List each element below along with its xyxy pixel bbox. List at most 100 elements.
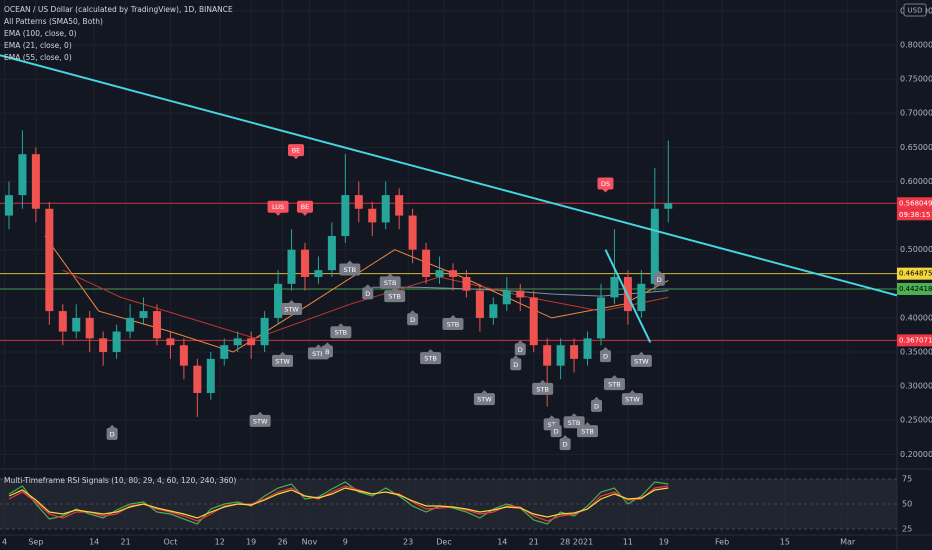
pattern-tag — [591, 399, 603, 412]
x-tick-label: 2021 — [573, 538, 593, 547]
pattern-tag — [420, 352, 442, 365]
pattern-label: BE — [292, 147, 301, 155]
candle-body — [650, 208, 659, 284]
pattern-tag — [577, 425, 599, 438]
pattern-label: STW — [625, 396, 640, 404]
candle-body — [543, 345, 552, 366]
pattern-tag — [599, 350, 611, 363]
pattern-tag-tip — [293, 156, 300, 160]
pattern-tag-tip — [337, 323, 344, 327]
rsi-tick-label: 75 — [902, 475, 912, 484]
pattern-label: STB — [447, 321, 460, 329]
candle-body — [99, 338, 108, 353]
pattern-label: BE — [301, 203, 310, 211]
pattern-tag-tip — [301, 212, 308, 216]
pattern-tag — [281, 303, 303, 316]
pattern-tag-tip — [593, 396, 600, 400]
pattern-tag — [653, 273, 665, 286]
candle-body — [341, 195, 350, 237]
pattern-tag — [249, 414, 271, 427]
x-tick-label: 19 — [659, 538, 669, 547]
y-tick-label: 0.80000000 — [900, 41, 932, 50]
pattern-label: LUS — [272, 203, 284, 211]
ema-line — [44, 235, 669, 353]
rsi-title: Multi-Timeframe RSI Signals (10, 80, 29,… — [4, 476, 236, 485]
pattern-tag-tip — [427, 349, 434, 353]
candle-body — [260, 317, 269, 346]
rsi-line — [8, 487, 669, 519]
pattern-tag — [473, 393, 495, 406]
x-tick-label: Feb — [715, 538, 729, 547]
pattern-tag — [339, 263, 361, 276]
y-tick-label: 0.75000000 — [900, 75, 932, 84]
pattern-label: STB — [581, 428, 594, 436]
candle-body — [206, 358, 215, 393]
candle-body — [126, 317, 135, 332]
pattern-label: ST — [548, 421, 556, 429]
candle-body — [31, 154, 40, 209]
pattern-tag-tip — [275, 212, 282, 216]
price-label-bg — [897, 334, 932, 347]
pattern-tag-tip — [548, 415, 555, 419]
countdown: 09:38:15 — [899, 211, 930, 219]
candle-body — [300, 249, 309, 277]
candle-body — [422, 249, 431, 277]
pattern-tag-tip — [517, 340, 524, 344]
pattern-tag — [630, 354, 652, 367]
candle-body — [4, 195, 13, 216]
candle-body — [610, 276, 619, 298]
x-tick-label: 28 — [560, 538, 570, 547]
pattern-label: D — [594, 402, 599, 410]
candle-body — [193, 365, 202, 393]
pattern-tag — [621, 393, 643, 406]
legend-entry: EMA (100, close, 0) — [4, 29, 77, 38]
candle-body — [152, 311, 161, 339]
y-tick-label: 0.65000000 — [900, 143, 932, 152]
pattern-label: STB — [344, 266, 357, 274]
pattern-tag-tip — [512, 355, 519, 359]
pattern-tag-tip — [562, 435, 569, 439]
x-tick-label: 11 — [623, 538, 633, 547]
pattern-tag-tip — [571, 413, 578, 417]
pattern-tag-tip — [387, 273, 394, 277]
y-tick-label: 0.30000000 — [900, 382, 932, 391]
pattern-tag — [559, 438, 571, 451]
x-tick-label: Oct — [164, 538, 178, 547]
pattern-tag — [510, 358, 522, 371]
rsi-tick-label: 50 — [902, 500, 912, 509]
patterns-title: All Patterns (SMA50, Both) — [4, 17, 103, 26]
pattern-tag-tip — [449, 315, 456, 319]
pattern-tag — [514, 343, 526, 356]
pattern-tag-tip — [656, 270, 663, 274]
pattern-tag — [267, 200, 289, 213]
pattern-label: STW — [275, 357, 290, 365]
x-tick-label: Sep — [28, 538, 43, 547]
pattern-label: STB — [568, 419, 581, 427]
candle-body — [529, 297, 538, 346]
y-tick-label: 0.70000000 — [900, 109, 932, 118]
candle-body — [596, 297, 605, 339]
x-tick-label: 21 — [120, 538, 130, 547]
pattern-tag-tip — [346, 260, 353, 264]
x-tick-label: 23 — [403, 538, 413, 547]
pattern-tag — [362, 287, 374, 300]
pattern-tag — [384, 290, 406, 303]
candle-body — [516, 290, 525, 298]
pattern-tag — [288, 144, 305, 157]
y-tick-label: 0.60000000 — [900, 177, 932, 186]
trendline — [604, 249, 652, 343]
pattern-tag-tip — [109, 424, 116, 428]
price-label: 0.56804979 — [899, 199, 932, 207]
candle-body — [72, 317, 81, 332]
pattern-label: D — [554, 428, 559, 436]
candle-body — [45, 208, 54, 312]
pattern-tag — [532, 382, 554, 395]
pattern-tag-tip — [288, 300, 295, 304]
x-tick-label: 15 — [780, 538, 790, 547]
x-tick-label: 14 — [497, 538, 507, 547]
pattern-tag-tip — [602, 347, 609, 351]
rsi-band — [0, 479, 897, 529]
pattern-label: B — [325, 348, 329, 356]
candle-body — [327, 236, 336, 271]
